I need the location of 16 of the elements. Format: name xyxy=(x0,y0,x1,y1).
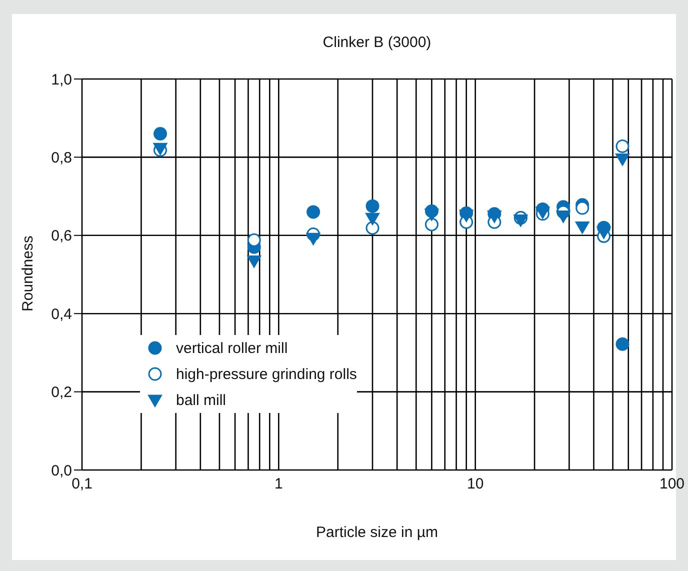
y-tick-label: 0,4 xyxy=(51,306,72,323)
chart-title: Clinker B (3000) xyxy=(322,34,432,51)
legend-label: vertical roller mill xyxy=(176,340,288,356)
legend-label: ball mill xyxy=(176,392,226,408)
x-tick-label: 0,1 xyxy=(72,476,92,493)
x-tick-label: 1 xyxy=(274,476,283,493)
y-axis-title: Roundness xyxy=(20,234,36,314)
y-tick-label: 0,0 xyxy=(51,462,72,480)
y-tick-label: 0,6 xyxy=(51,228,72,245)
x-tick-label: 100 xyxy=(659,476,685,493)
y-tick-label: 0,2 xyxy=(51,384,72,402)
legend-label: high-pressure grinding rolls xyxy=(176,366,357,382)
y-tick-label: 0,8 xyxy=(51,150,72,167)
x-axis-title: Particle size in µm xyxy=(314,524,439,541)
y-tick-label: 1,0 xyxy=(51,71,72,88)
x-tick-label: 10 xyxy=(466,476,484,493)
